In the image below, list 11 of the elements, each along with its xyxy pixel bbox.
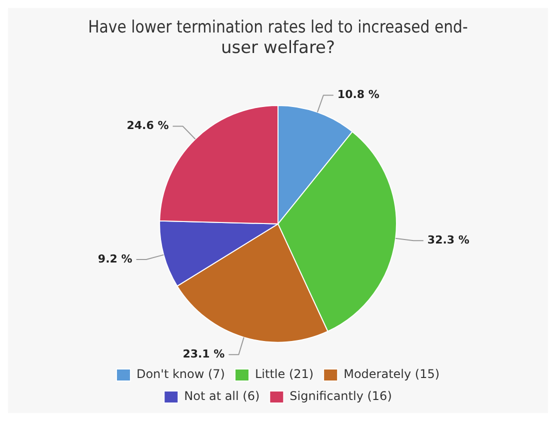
legend-label: Not at all (6) bbox=[184, 389, 260, 404]
legend-label: Moderately (15) bbox=[344, 367, 440, 382]
chart-title: Have lower termination rates led to increased end-user welfare? bbox=[88, 16, 468, 58]
data-label: 9.2 % bbox=[98, 252, 132, 266]
legend-label: Don't know (7) bbox=[136, 367, 225, 382]
data-label: 24.6 % bbox=[126, 119, 169, 132]
data-label: 23.1 % bbox=[182, 347, 225, 360]
legend-label: Little (21) bbox=[254, 367, 314, 382]
data-label: 32.3 % bbox=[427, 233, 470, 246]
data-label: 10.8 % bbox=[337, 88, 380, 102]
legend-label: Significantly (16) bbox=[290, 389, 392, 404]
